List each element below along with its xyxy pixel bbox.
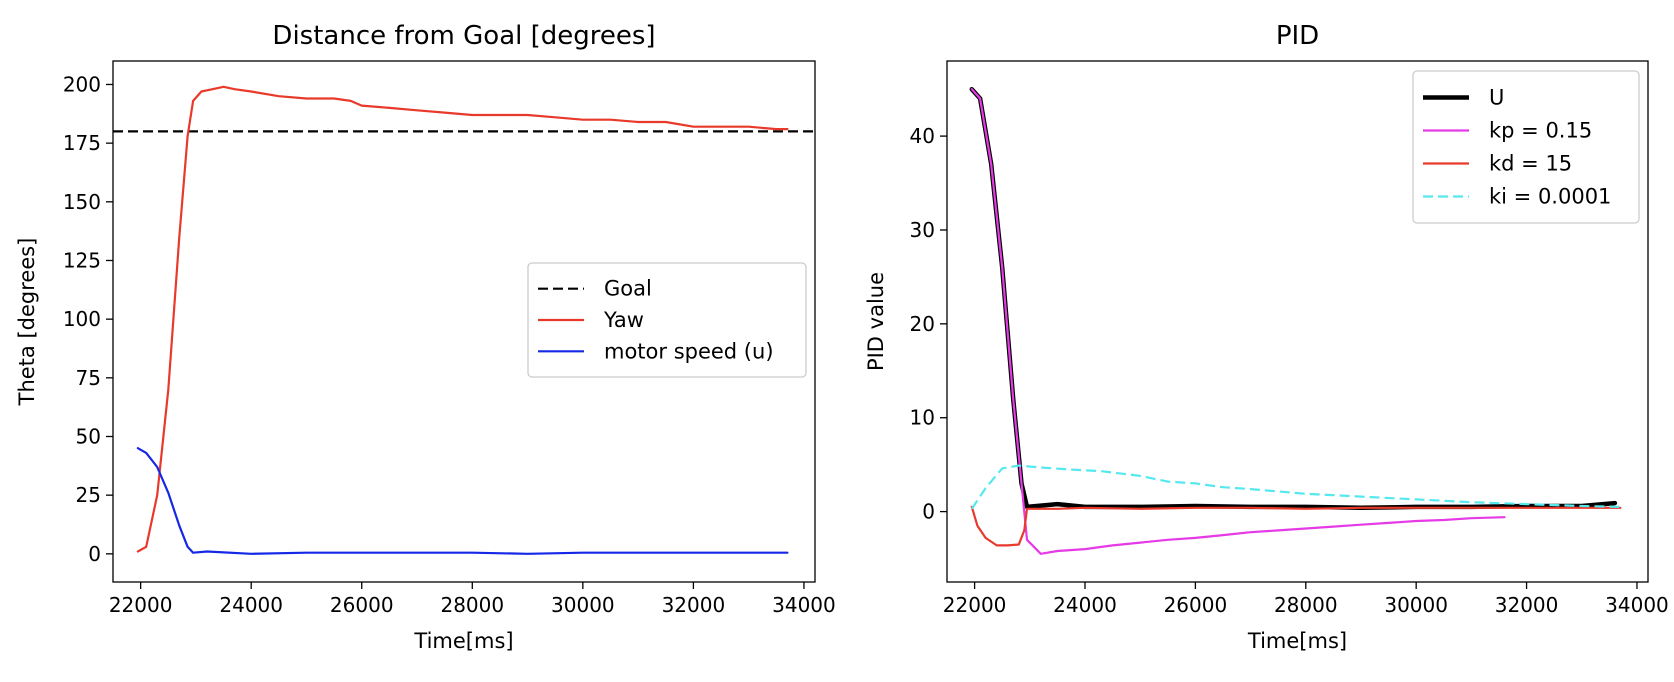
series-line-motor-speed-u [136, 447, 789, 555]
y-tick-label: 50 [76, 424, 101, 448]
chart-distance-from-goal: 22000 24000 26000 28000 30000 32000 34000 0 25 50… [15, 21, 836, 653]
x-tick-label: 28000 [1274, 593, 1338, 617]
y-axis-label: PID value [864, 272, 888, 371]
y-tick-label: 200 [63, 72, 101, 96]
y-tick-label: 30 [910, 218, 935, 242]
y-tick-label: 20 [910, 312, 935, 336]
y-tick-label: 75 [76, 366, 101, 390]
y-tick-label: 175 [63, 131, 101, 155]
x-tick-label: 34000 [1605, 593, 1669, 617]
x-tick-label: 26000 [330, 593, 394, 617]
y-tick-label: 0 [922, 500, 935, 524]
y-tick-label: 10 [910, 406, 935, 430]
x-tick-label: 32000 [1495, 593, 1559, 617]
legend-label-ki-0-0001: ki = 0.0001 [1489, 185, 1611, 209]
x-tick-label: 30000 [551, 593, 615, 617]
y-tick-label: 0 [88, 542, 101, 566]
legend-label-kp-0-15: kp = 0.15 [1489, 119, 1592, 143]
y-tick-label: 150 [63, 190, 101, 214]
y-tick-label: 100 [63, 307, 101, 331]
y-tick-label: 40 [910, 124, 935, 148]
chart-pid: 22000 24000 26000 28000 30000 32000 34000 0 10 20… [864, 21, 1669, 653]
series-line-ki-0-0001 [970, 464, 1621, 510]
y-tick-label: 25 [76, 483, 101, 507]
legend: Ukp = 0.15 kd = 15 ki = 0.0001 [1412, 70, 1640, 224]
chart-title: PID [1276, 21, 1319, 51]
x-tick-label: 32000 [662, 593, 726, 617]
plot-frame [112, 60, 816, 583]
legend: Goal Yaw motor speed (u) [527, 262, 807, 378]
series-line-yaw [136, 85, 789, 553]
plot-frame [946, 60, 1649, 583]
x-axis-label: Time[ms] [413, 629, 513, 653]
y-tick-label: 125 [63, 248, 101, 272]
legend-label-goal: Goal [604, 277, 652, 301]
y-axis-label: Theta [degrees] [15, 238, 39, 407]
x-tick-label: 26000 [1164, 593, 1228, 617]
x-tick-label: 22000 [109, 593, 173, 617]
x-tick-label: 24000 [219, 593, 283, 617]
legend-label-yaw: Yaw [603, 308, 644, 332]
x-tick-label: 24000 [1053, 593, 1117, 617]
x-axis-label: Time[ms] [1247, 629, 1347, 653]
series-group [113, 85, 815, 555]
legend-label-kd-15: kd = 15 [1489, 152, 1572, 176]
x-tick-label: 30000 [1384, 593, 1448, 617]
x-tick-label: 28000 [440, 593, 504, 617]
series-line-kp-0-15 [970, 88, 1506, 555]
series-line-kd-15 [970, 505, 1622, 547]
legend-label-motor-speed-u: motor speed (u) [604, 339, 774, 363]
series-group [969, 86, 1622, 555]
x-tick-label: 34000 [772, 593, 836, 617]
legend-label-u: U [1489, 86, 1504, 110]
legend-box [1412, 70, 1640, 224]
legend-box [527, 262, 807, 378]
chart-title: Distance from Goal [degrees] [272, 21, 655, 51]
x-tick-label: 22000 [943, 593, 1007, 617]
